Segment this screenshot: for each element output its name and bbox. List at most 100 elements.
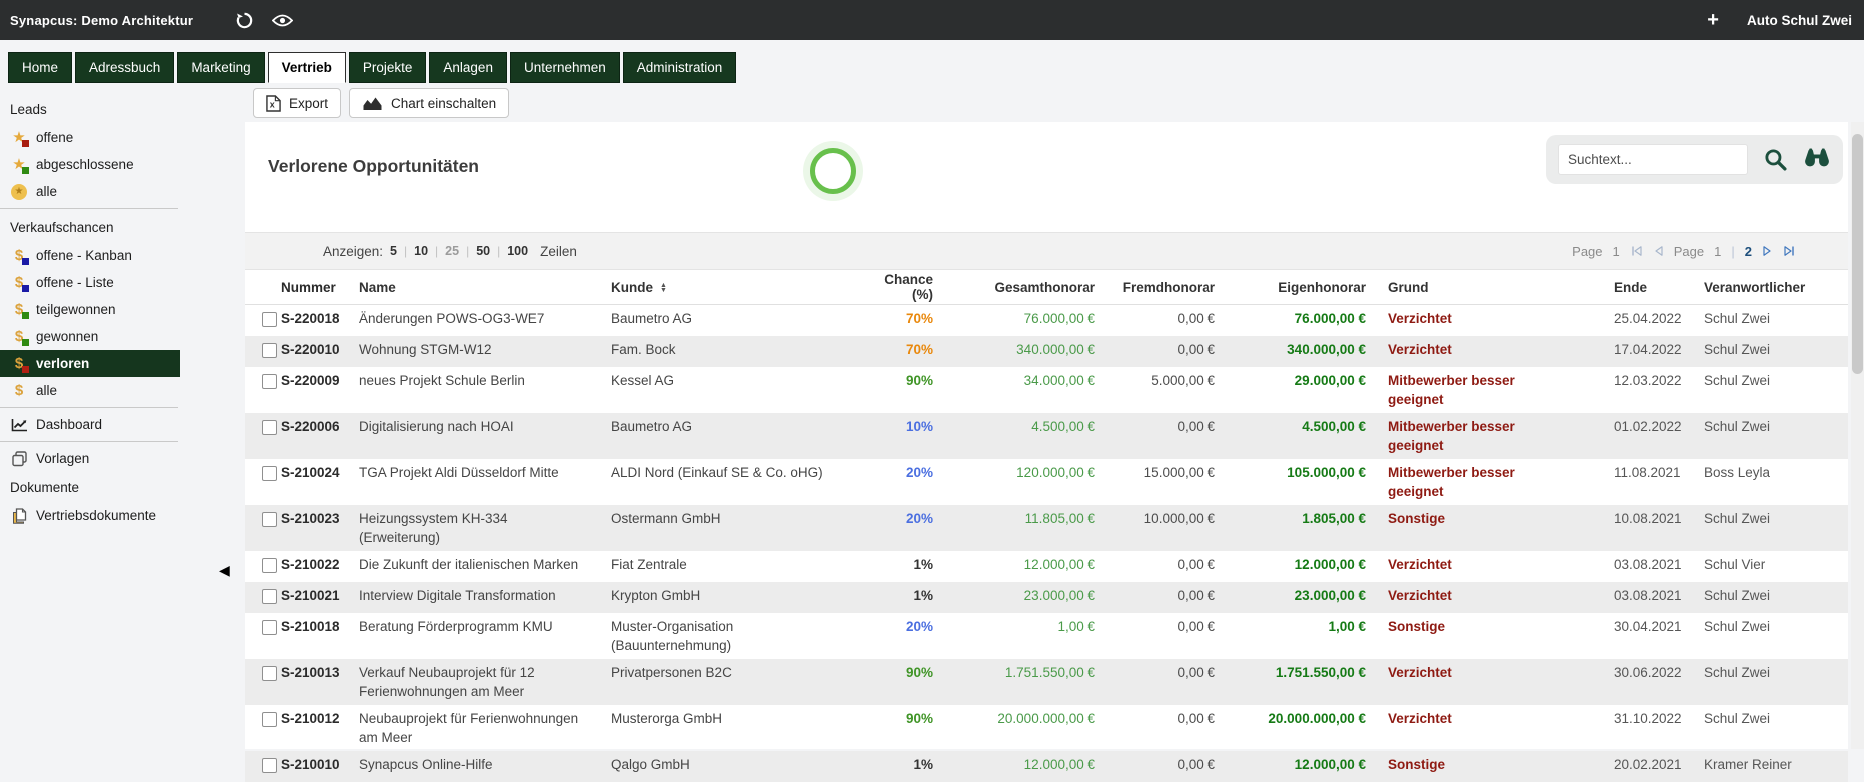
sidebar-item-abgeschlossene[interactable]: ★abgeschlossene: [0, 151, 180, 178]
row-checkbox[interactable]: [262, 620, 277, 635]
sidebar-item-teilgewonnen[interactable]: $teilgewonnen: [0, 296, 180, 323]
header-chance[interactable]: Chance (%): [863, 272, 933, 302]
header-gesamthonorar[interactable]: Gesamthonorar: [933, 280, 1095, 295]
page-value[interactable]: 1: [1613, 244, 1620, 259]
row-checkbox[interactable]: [262, 420, 277, 435]
table-row[interactable]: S-210023Heizungssystem KH-334 (Erweiteru…: [245, 505, 1848, 551]
rows-option-5[interactable]: 5: [390, 244, 397, 258]
opportunity-name[interactable]: Digitalisierung nach HOAI: [359, 417, 611, 436]
sidebar-item-gewonnen[interactable]: $gewonnen: [0, 323, 180, 350]
sidebar-item-vertriebsdokumente[interactable]: Vertriebsdokumente: [0, 502, 180, 529]
opportunity-name[interactable]: Verkauf Neubauprojekt für 12 Ferienwohnu…: [359, 663, 611, 701]
opportunity-number[interactable]: S-210022: [281, 555, 359, 574]
chart-toggle-button[interactable]: Chart einschalten: [349, 88, 509, 118]
opportunity-name[interactable]: Beratung Förderprogramm KMU: [359, 617, 611, 636]
row-checkbox[interactable]: [262, 512, 277, 527]
table-row[interactable]: S-210013Verkauf Neubauprojekt für 12 Fer…: [245, 659, 1848, 705]
tab-adressbuch[interactable]: Adressbuch: [75, 52, 174, 83]
rows-option-50[interactable]: 50: [476, 244, 490, 258]
search-icon[interactable]: [1763, 147, 1788, 172]
tab-projekte[interactable]: Projekte: [349, 52, 427, 83]
header-name[interactable]: Name: [359, 280, 611, 295]
opportunity-name[interactable]: Die Zukunft der italienischen Marken: [359, 555, 611, 574]
header-ende[interactable]: Ende: [1614, 280, 1704, 295]
row-checkbox[interactable]: [262, 466, 277, 481]
prev-page-icon[interactable]: [1653, 245, 1664, 257]
row-checkbox[interactable]: [262, 589, 277, 604]
sidebar-item-offene-liste[interactable]: $offene - Liste: [0, 269, 180, 296]
sidebar-item-offene[interactable]: ★offene: [0, 124, 180, 151]
opportunity-name[interactable]: Neubauprojekt für Ferienwohnungen am Mee…: [359, 709, 611, 747]
binoculars-icon[interactable]: [1803, 148, 1831, 171]
opportunity-number[interactable]: S-220009: [281, 371, 359, 390]
table-row[interactable]: S-220009neues Projekt Schule BerlinKesse…: [245, 367, 1848, 413]
opportunity-name[interactable]: Synapcus Online-Hilfe: [359, 755, 611, 774]
row-checkbox[interactable]: [262, 312, 277, 327]
opportunity-number[interactable]: S-210018: [281, 617, 359, 636]
row-checkbox[interactable]: [262, 712, 277, 727]
table-row[interactable]: S-210021Interview Digitale Transformatio…: [245, 582, 1848, 613]
sidebar-item-alle[interactable]: $alle: [0, 377, 180, 404]
opportunity-number[interactable]: S-210023: [281, 509, 359, 528]
sidebar-collapse-icon[interactable]: ◀: [219, 562, 230, 579]
table-row[interactable]: S-210010Synapcus Online-HilfeQalgo GmbH1…: [245, 751, 1848, 782]
row-checkbox[interactable]: [262, 666, 277, 681]
eye-icon[interactable]: [272, 13, 293, 28]
opportunity-name[interactable]: Interview Digitale Transformation: [359, 586, 611, 605]
page-2-link[interactable]: 2: [1745, 244, 1752, 259]
scrollbar-thumb[interactable]: [1852, 134, 1863, 374]
opportunity-number[interactable]: S-220018: [281, 309, 359, 328]
rows-option-25[interactable]: 25: [445, 244, 459, 258]
last-page-icon[interactable]: [1783, 245, 1796, 257]
table-row[interactable]: S-220018Änderungen POWS-OG3-WE7Baumetro …: [245, 305, 1848, 336]
row-checkbox[interactable]: [262, 343, 277, 358]
sidebar-item-dashboard[interactable]: Dashboard: [0, 411, 180, 438]
current-page[interactable]: 1: [1714, 244, 1721, 259]
header-kunde[interactable]: Kunde▲▼: [611, 280, 863, 295]
sidebar-item-vorlagen[interactable]: Vorlagen: [0, 445, 180, 472]
tab-unternehmen[interactable]: Unternehmen: [510, 52, 620, 83]
opportunity-number[interactable]: S-220006: [281, 417, 359, 436]
opportunity-number[interactable]: S-210010: [281, 755, 359, 774]
header-eigenhonorar[interactable]: Eigenhonorar: [1215, 280, 1366, 295]
row-checkbox[interactable]: [262, 374, 277, 389]
plus-icon[interactable]: +: [1707, 10, 1719, 30]
opportunity-number[interactable]: S-210013: [281, 663, 359, 682]
sidebar-item-verloren[interactable]: $verloren: [0, 350, 180, 377]
tab-anlagen[interactable]: Anlagen: [429, 52, 507, 83]
tab-administration[interactable]: Administration: [623, 52, 737, 83]
opportunity-number[interactable]: S-210021: [281, 586, 359, 605]
opportunity-number[interactable]: S-210024: [281, 463, 359, 482]
sort-icon[interactable]: ▲▼: [660, 283, 667, 293]
sidebar-item-alle[interactable]: ★alle: [0, 178, 180, 205]
next-page-icon[interactable]: [1762, 245, 1773, 257]
header-nummer[interactable]: Nummer: [281, 280, 359, 295]
scrollbar-track[interactable]: [1851, 122, 1864, 749]
header-verantwortlicher[interactable]: Veranwortlicher: [1704, 280, 1824, 295]
tab-home[interactable]: Home: [8, 52, 72, 83]
table-row[interactable]: S-220006Digitalisierung nach HOAIBaumetr…: [245, 413, 1848, 459]
header-grund[interactable]: Grund: [1388, 280, 1614, 295]
rows-option-100[interactable]: 100: [507, 244, 528, 258]
sidebar-item-offene-kanban[interactable]: $offene - Kanban: [0, 242, 180, 269]
table-row[interactable]: S-210024TGA Projekt Aldi Düsseldorf Mitt…: [245, 459, 1848, 505]
row-checkbox[interactable]: [262, 758, 277, 773]
header-fremdhonorar[interactable]: Fremdhonorar: [1095, 280, 1215, 295]
opportunity-name[interactable]: neues Projekt Schule Berlin: [359, 371, 611, 390]
table-row[interactable]: S-220010Wohnung STGM-W12Fam. Bock70%340.…: [245, 336, 1848, 367]
row-checkbox[interactable]: [262, 558, 277, 573]
opportunity-name[interactable]: TGA Projekt Aldi Düsseldorf Mitte: [359, 463, 611, 482]
table-row[interactable]: S-210018Beratung Förderprogramm KMUMuste…: [245, 613, 1848, 659]
first-page-icon[interactable]: [1630, 245, 1643, 257]
opportunity-number[interactable]: S-210012: [281, 709, 359, 728]
opportunity-name[interactable]: Wohnung STGM-W12: [359, 340, 611, 359]
opportunity-name[interactable]: Heizungssystem KH-334 (Erweiterung): [359, 509, 611, 547]
user-name[interactable]: Auto Schul Zwei: [1747, 13, 1852, 28]
history-icon[interactable]: [235, 11, 254, 30]
export-button[interactable]: x Export: [253, 88, 341, 118]
search-input[interactable]: [1558, 144, 1748, 175]
table-row[interactable]: S-210022Die Zukunft der italienischen Ma…: [245, 551, 1848, 582]
table-row[interactable]: S-210012Neubauprojekt für Ferienwohnunge…: [245, 705, 1848, 751]
tab-vertrieb[interactable]: Vertrieb: [268, 52, 346, 83]
opportunity-number[interactable]: S-220010: [281, 340, 359, 359]
